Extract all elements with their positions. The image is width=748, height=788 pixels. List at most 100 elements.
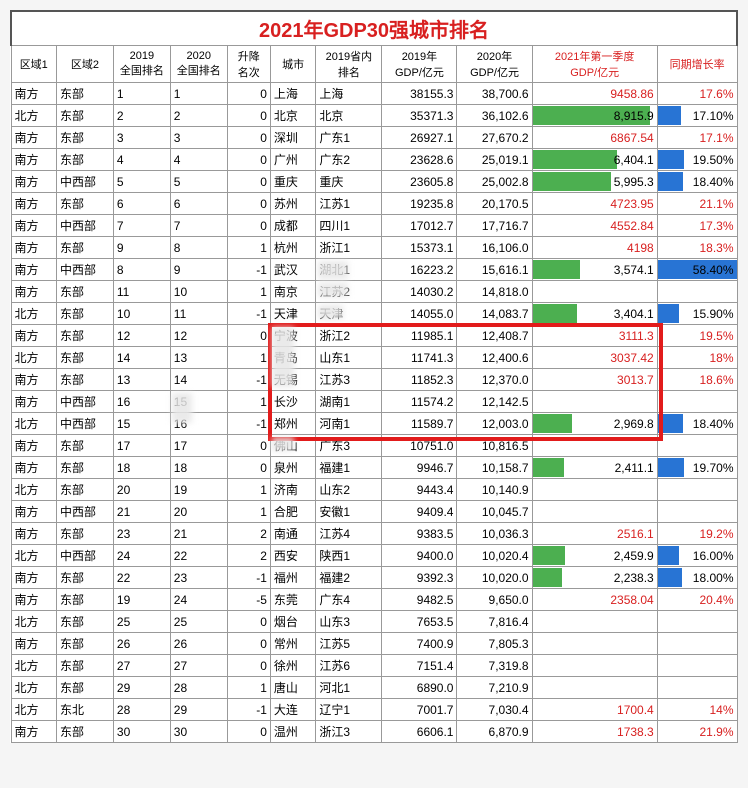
rank-change-cell: 0 (227, 325, 270, 347)
province-rank-cell: 湖北1 (316, 259, 382, 281)
q1-gdp-cell (532, 677, 657, 699)
q1-gdp-cell: 1700.4 (532, 699, 657, 721)
province-rank-cell: 浙江1 (316, 237, 382, 259)
city-cell: 武汉 (270, 259, 316, 281)
gdp2019-cell: 9409.4 (382, 501, 457, 523)
city-cell: 郑州 (270, 413, 316, 435)
gdp-ranking-table: 2021年GDP30强城市排名区域1区域22019全国排名2020全国排名升降名… (10, 10, 738, 743)
region1-cell: 南方 (11, 457, 57, 479)
q1-gdp-cell: 4552.84 (532, 215, 657, 237)
region2-cell: 东部 (57, 611, 114, 633)
region2-cell: 东部 (57, 655, 114, 677)
region2-cell: 东部 (57, 721, 114, 743)
rank2019-cell: 20 (113, 479, 170, 501)
province-rank-cell: 广东1 (316, 127, 382, 149)
province-rank-cell: 广东2 (316, 149, 382, 171)
gdp2019-cell: 14055.0 (382, 303, 457, 325)
rank2020-cell: 17 (170, 435, 227, 457)
rank-change-cell: 0 (227, 633, 270, 655)
region2-cell: 中西部 (57, 501, 114, 523)
rank2019-cell: 6 (113, 193, 170, 215)
rank2019-cell: 19 (113, 589, 170, 611)
gdp2020-cell: 10,158.7 (457, 457, 532, 479)
table-row: 南方中西部21201合肥安徽19409.410,045.7 (11, 501, 737, 523)
gdp2020-cell: 7,816.4 (457, 611, 532, 633)
region1-cell: 南方 (11, 127, 57, 149)
rank2019-cell: 25 (113, 611, 170, 633)
province-rank-cell: 上海 (316, 83, 382, 105)
rank2020-cell: 21 (170, 523, 227, 545)
gdp2020-cell: 10,036.3 (457, 523, 532, 545)
table-row: 南方中西部16151长沙湖南111574.212,142.5 (11, 391, 737, 413)
gdp2019-cell: 16223.2 (382, 259, 457, 281)
province-rank-cell: 广东4 (316, 589, 382, 611)
region2-cell: 东部 (57, 325, 114, 347)
gdp2020-cell: 12,400.6 (457, 347, 532, 369)
rank2020-cell: 19 (170, 479, 227, 501)
rank2020-cell: 26 (170, 633, 227, 655)
column-header: 2019全国排名 (113, 46, 170, 83)
region2-cell: 中西部 (57, 545, 114, 567)
rank2020-cell: 24 (170, 589, 227, 611)
rank-change-cell: -1 (227, 413, 270, 435)
rank2019-cell: 26 (113, 633, 170, 655)
gdp2019-cell: 11589.7 (382, 413, 457, 435)
growth-rate-cell: 19.2% (657, 523, 737, 545)
q1-gdp-cell (532, 501, 657, 523)
province-rank-cell: 浙江2 (316, 325, 382, 347)
region2-cell: 东部 (57, 83, 114, 105)
gdp2020-cell: 16,106.0 (457, 237, 532, 259)
province-rank-cell: 江苏5 (316, 633, 382, 655)
q1-gdp-cell (532, 281, 657, 303)
table-row: 南方东部1924-5东莞广东49482.59,650.02358.0420.4% (11, 589, 737, 611)
rank2020-cell: 23 (170, 567, 227, 589)
rank-change-cell: 0 (227, 127, 270, 149)
gdp2020-cell: 10,020.4 (457, 545, 532, 567)
gdp2020-cell: 12,408.7 (457, 325, 532, 347)
table-row: 南方东部330深圳广东126927.127,670.26867.5417.1% (11, 127, 737, 149)
rank-change-cell: -1 (227, 567, 270, 589)
rank2020-cell: 13 (170, 347, 227, 369)
city-cell: 杭州 (270, 237, 316, 259)
table-row: 北方东部1011-1天津天津14055.014,083.73,404.115.9… (11, 303, 737, 325)
gdp2020-cell: 38,700.6 (457, 83, 532, 105)
region1-cell: 南方 (11, 369, 57, 391)
rank-change-cell: 1 (227, 281, 270, 303)
rank2019-cell: 7 (113, 215, 170, 237)
q1-gdp-cell: 6,404.1 (532, 149, 657, 171)
rank2020-cell: 25 (170, 611, 227, 633)
gdp2019-cell: 11852.3 (382, 369, 457, 391)
rank2019-cell: 21 (113, 501, 170, 523)
table-row: 南方东部26260常州江苏57400.97,805.3 (11, 633, 737, 655)
city-cell: 大连 (270, 699, 316, 721)
rank2020-cell: 14 (170, 369, 227, 391)
q1-gdp-cell (532, 611, 657, 633)
region2-cell: 东部 (57, 479, 114, 501)
region2-cell: 中西部 (57, 171, 114, 193)
rank2019-cell: 27 (113, 655, 170, 677)
growth-rate-cell: 18.6% (657, 369, 737, 391)
gdp2020-cell: 10,816.5 (457, 435, 532, 457)
rank2020-cell: 20 (170, 501, 227, 523)
growth-rate-cell: 14% (657, 699, 737, 721)
rank2019-cell: 12 (113, 325, 170, 347)
gdp2019-cell: 10751.0 (382, 435, 457, 457)
table-row: 南方中西部550重庆重庆23605.825,002.85,995.318.40% (11, 171, 737, 193)
column-header: 2020年GDP/亿元 (457, 46, 532, 83)
gdp2019-cell: 9392.3 (382, 567, 457, 589)
rank2020-cell: 2 (170, 105, 227, 127)
province-rank-cell: 辽宁1 (316, 699, 382, 721)
province-rank-cell: 广东3 (316, 435, 382, 457)
rank2020-cell: 15 (170, 391, 227, 413)
rank-change-cell: 1 (227, 677, 270, 699)
gdp2020-cell: 36,102.6 (457, 105, 532, 127)
gdp2020-cell: 10,140.9 (457, 479, 532, 501)
growth-rate-cell: 17.1% (657, 127, 737, 149)
q1-gdp-cell: 8,915.9 (532, 105, 657, 127)
rank2019-cell: 11 (113, 281, 170, 303)
rank2019-cell: 10 (113, 303, 170, 325)
growth-rate-cell: 20.4% (657, 589, 737, 611)
q1-gdp-cell: 6867.54 (532, 127, 657, 149)
gdp2020-cell: 27,670.2 (457, 127, 532, 149)
growth-rate-cell (657, 281, 737, 303)
